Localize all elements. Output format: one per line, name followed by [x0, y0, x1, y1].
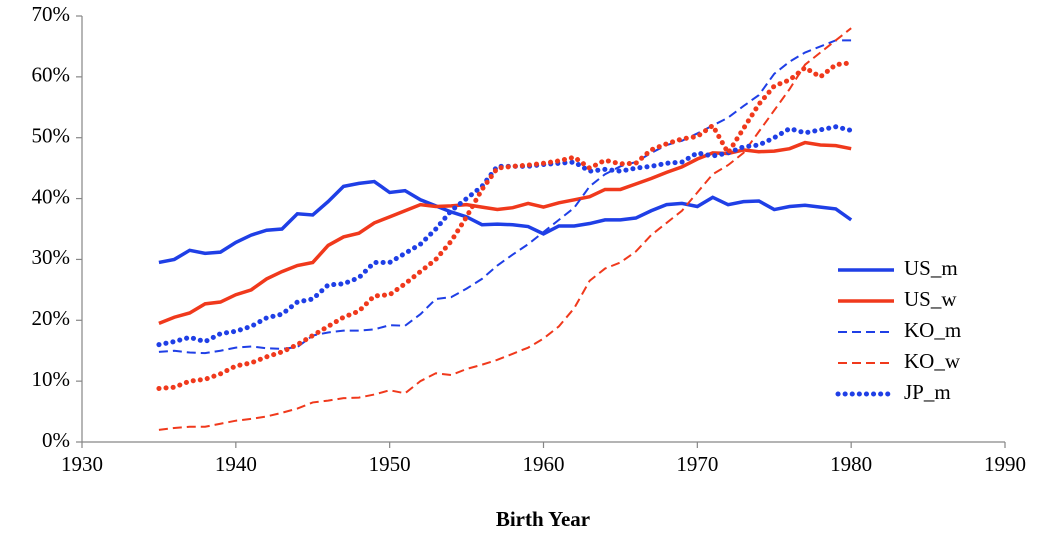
y-tick-label: 10% — [32, 367, 71, 391]
legend-label: JP_m — [904, 380, 951, 404]
series-line — [158, 179, 853, 265]
y-tick-label: 60% — [32, 63, 71, 87]
x-tick-label: 1980 — [830, 452, 872, 476]
legend-label: KO_m — [904, 318, 961, 342]
x-tick-label: 1940 — [215, 452, 257, 476]
x-tick-label: 1970 — [676, 452, 718, 476]
y-tick-label: 40% — [32, 184, 71, 208]
y-tick-label: 50% — [32, 124, 71, 148]
legend-label: US_w — [904, 287, 957, 311]
x-tick-label: 1950 — [369, 452, 411, 476]
series-line — [156, 60, 854, 391]
x-tick-label: 1930 — [61, 452, 103, 476]
y-tick-label: 70% — [32, 2, 71, 26]
series-line — [158, 27, 852, 431]
y-tick-label: 0% — [42, 428, 70, 452]
x-axis-label: Birth Year — [496, 507, 590, 531]
series-line — [158, 39, 852, 355]
series-line — [156, 124, 854, 348]
legend-label: KO_w — [904, 349, 961, 373]
x-tick-label: 1960 — [523, 452, 565, 476]
y-tick-label: 30% — [32, 245, 71, 269]
legend-label: US_m — [904, 256, 958, 280]
y-tick-label: 20% — [32, 306, 71, 330]
x-tick-label: 1990 — [984, 452, 1026, 476]
